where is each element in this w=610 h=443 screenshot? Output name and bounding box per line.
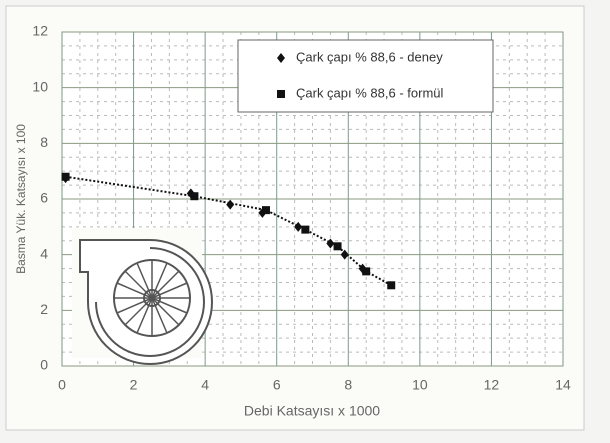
y-tick-label: 2 xyxy=(40,301,48,317)
x-tick-label: 8 xyxy=(344,377,352,393)
fan-icon xyxy=(72,228,213,365)
legend-box xyxy=(237,39,494,113)
y-tick-label: 10 xyxy=(32,78,48,94)
marker xyxy=(190,192,199,201)
marker xyxy=(277,90,285,98)
x-tick-label: 4 xyxy=(201,377,209,393)
legend-label: Çark çapı % 88,6 - deney xyxy=(296,49,443,64)
x-tick-label: 0 xyxy=(58,377,66,393)
x-tick-label: 2 xyxy=(130,377,138,393)
marker xyxy=(340,249,349,260)
marker xyxy=(362,267,371,276)
marker xyxy=(277,53,285,63)
y-tick-label: 4 xyxy=(40,245,48,261)
y-axis-label: Basma Yük. Katsayısı x 100 xyxy=(14,124,28,274)
marker xyxy=(301,225,310,234)
y-tick-label: 0 xyxy=(40,357,48,373)
x-tick-label: 6 xyxy=(273,377,281,393)
y-tick-label: 12 xyxy=(32,23,48,39)
marker xyxy=(61,172,70,181)
legend: Çark çapı % 88,6 - deney Çark çapı % 88,6… xyxy=(237,39,494,113)
y-tick-label: 8 xyxy=(40,134,48,150)
marker xyxy=(333,242,342,251)
x-tick-label: 10 xyxy=(412,377,428,393)
marker xyxy=(387,281,396,290)
legend-label: Çark çapı % 88,6 - formül xyxy=(296,85,443,100)
x-axis-label: Debi Katsayısı x 1000 xyxy=(244,403,380,419)
marker xyxy=(261,206,270,215)
x-tick-label: 12 xyxy=(484,377,500,393)
x-tick-label: 14 xyxy=(555,377,571,393)
y-tick-label: 6 xyxy=(40,190,48,206)
